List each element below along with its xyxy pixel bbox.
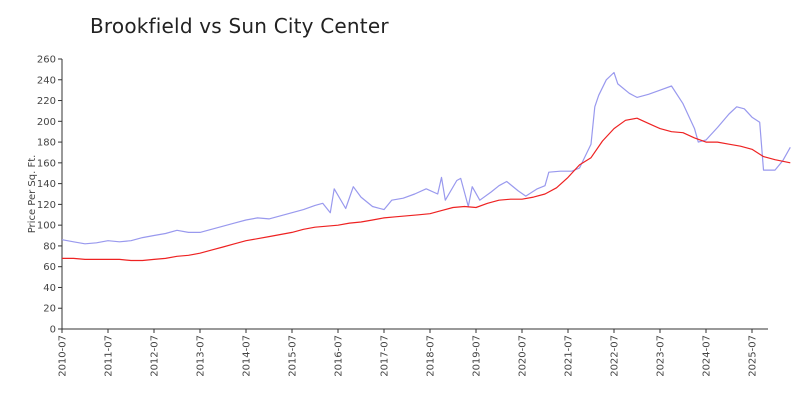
y-tick-label: 140 [37, 179, 56, 190]
x-tick-label: 2012-07 [150, 335, 161, 377]
y-axis-title: Price Per Sq. Ft. [27, 155, 38, 234]
axes: 0 20 40 60 80 100 120 140 160 180 200 220 240 260 2010… [37, 55, 768, 377]
y-tick-label: 240 [37, 75, 56, 86]
x-tick-label: 2015-07 [288, 335, 299, 377]
x-tick-label: 2016-07 [334, 335, 345, 377]
y-tick-label: 100 [37, 221, 56, 232]
x-tick-label: 2025-07 [748, 335, 759, 377]
y-tick-label: 80 [43, 241, 56, 252]
x-tick-label: 2010-07 [58, 335, 69, 377]
y-tick-label: 40 [43, 283, 56, 294]
y-tick-label: 60 [43, 262, 56, 273]
y-tick-label: 160 [37, 158, 56, 169]
x-tick-label: 2020-07 [518, 335, 529, 377]
y-tick-label: 220 [37, 96, 56, 107]
x-tick-label: 2011-07 [104, 335, 115, 377]
chart-title: Brookfield vs Sun City Center [90, 14, 389, 38]
y-tick-label: 180 [37, 138, 56, 149]
y-tick-label: 260 [37, 55, 56, 66]
x-tick-label: 2024-07 [702, 335, 713, 377]
y-tick-label: 200 [37, 117, 56, 128]
x-tick-label: 2019-07 [472, 335, 483, 377]
series-line-1 [61, 71, 791, 245]
x-tick-label: 2022-07 [610, 335, 621, 377]
y-tick-label: 20 [43, 304, 56, 315]
series-line-2 [62, 117, 791, 262]
x-tick-label: 2013-07 [196, 335, 207, 377]
y-tick-label: 120 [37, 200, 56, 211]
x-tick-label: 2014-07 [242, 335, 253, 377]
x-tick-label: 2017-07 [380, 335, 391, 377]
y-tick-label: 0 [50, 325, 56, 336]
series-layer [61, 71, 791, 262]
x-tick-label: 2021-07 [564, 335, 575, 377]
x-tick-label: 2023-07 [656, 335, 667, 377]
x-tick-label: 2018-07 [426, 335, 437, 377]
